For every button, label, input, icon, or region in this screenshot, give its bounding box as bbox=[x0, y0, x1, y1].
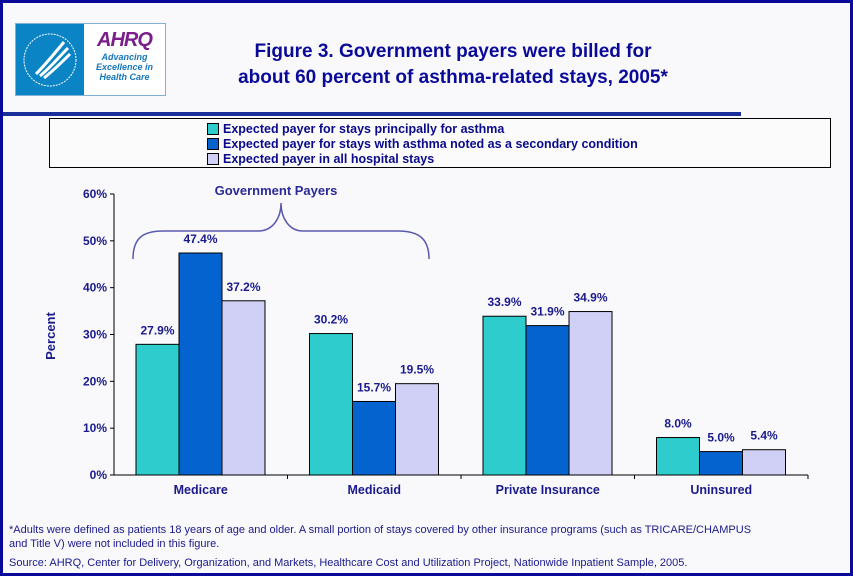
bar bbox=[135, 343, 180, 476]
x-category-label: Medicare bbox=[174, 483, 228, 497]
bar bbox=[742, 449, 786, 476]
y-tick-label: 50% bbox=[83, 234, 107, 248]
data-label: 34.9% bbox=[573, 291, 607, 305]
bar bbox=[656, 437, 700, 476]
data-label: 27.9% bbox=[140, 323, 174, 337]
data-label: 8.0% bbox=[664, 417, 692, 431]
annotation-government-payers: Government Payers bbox=[215, 183, 338, 198]
bar bbox=[178, 252, 223, 476]
source-note: Source: AHRQ, Center for Delivery, Organ… bbox=[9, 557, 688, 569]
legend-label: Expected payer in all hospital stays bbox=[223, 152, 435, 166]
bar bbox=[309, 333, 353, 476]
bar bbox=[395, 383, 439, 476]
legend-swatch bbox=[207, 153, 219, 165]
ahrq-text: AHRQ Advancing Excellence in Health Care bbox=[95, 29, 154, 82]
x-category-label: Uninsured bbox=[690, 483, 752, 497]
data-label: 31.9% bbox=[530, 305, 564, 319]
y-tick-label: 40% bbox=[83, 281, 107, 295]
footnote: *Adults were defined as patients 18 year… bbox=[9, 524, 752, 550]
ahrq-logo: AHRQ Advancing Excellence in Health Care bbox=[15, 23, 166, 96]
y-tick-label: 0% bbox=[90, 468, 108, 482]
bar-chart: 0% 10% 20% 30% 40% 50% 60% Percent Medicare 27.9%… bbox=[43, 183, 809, 497]
data-label: 19.5% bbox=[400, 363, 434, 377]
legend: Expected payer for stays principally for… bbox=[49, 118, 831, 168]
x-category-label: Private Insurance bbox=[496, 483, 600, 497]
legend-label: Expected payer for stays with asthma not… bbox=[223, 137, 638, 151]
y-tick-label: 20% bbox=[83, 374, 107, 388]
y-tick-label: 10% bbox=[83, 421, 107, 435]
data-label: 30.2% bbox=[314, 313, 348, 327]
legend-label: Expected payer for stays principally for… bbox=[223, 122, 505, 136]
legend-item: Expected payer in all hospital stays bbox=[207, 152, 434, 166]
y-axis-label: Percent bbox=[43, 311, 58, 359]
bar bbox=[221, 300, 266, 476]
legend-swatch bbox=[207, 123, 219, 135]
title-divider bbox=[3, 112, 741, 116]
bar bbox=[568, 311, 613, 476]
data-label: 33.9% bbox=[487, 295, 521, 309]
legend-swatch bbox=[207, 138, 219, 150]
bar bbox=[352, 400, 396, 476]
legend-item: Expected payer for stays with asthma not… bbox=[207, 137, 638, 151]
bar bbox=[699, 451, 743, 476]
data-label: 37.2% bbox=[226, 280, 260, 294]
government-payers-brace bbox=[132, 202, 430, 260]
hhs-eagle-logo bbox=[16, 24, 84, 95]
chart-title: Figure 3. Government payers were billed … bbox=[238, 41, 668, 88]
bar bbox=[525, 325, 570, 476]
x-category-label: Medicaid bbox=[348, 483, 402, 497]
bar bbox=[482, 315, 527, 476]
y-tick-label: 30% bbox=[83, 328, 107, 342]
data-label: 5.0% bbox=[707, 431, 735, 445]
data-label: 5.4% bbox=[750, 429, 778, 443]
legend-item: Expected payer for stays principally for… bbox=[207, 122, 504, 136]
y-tick-label: 60% bbox=[83, 187, 107, 201]
data-label: 47.4% bbox=[183, 232, 217, 246]
data-label: 15.7% bbox=[357, 380, 391, 394]
